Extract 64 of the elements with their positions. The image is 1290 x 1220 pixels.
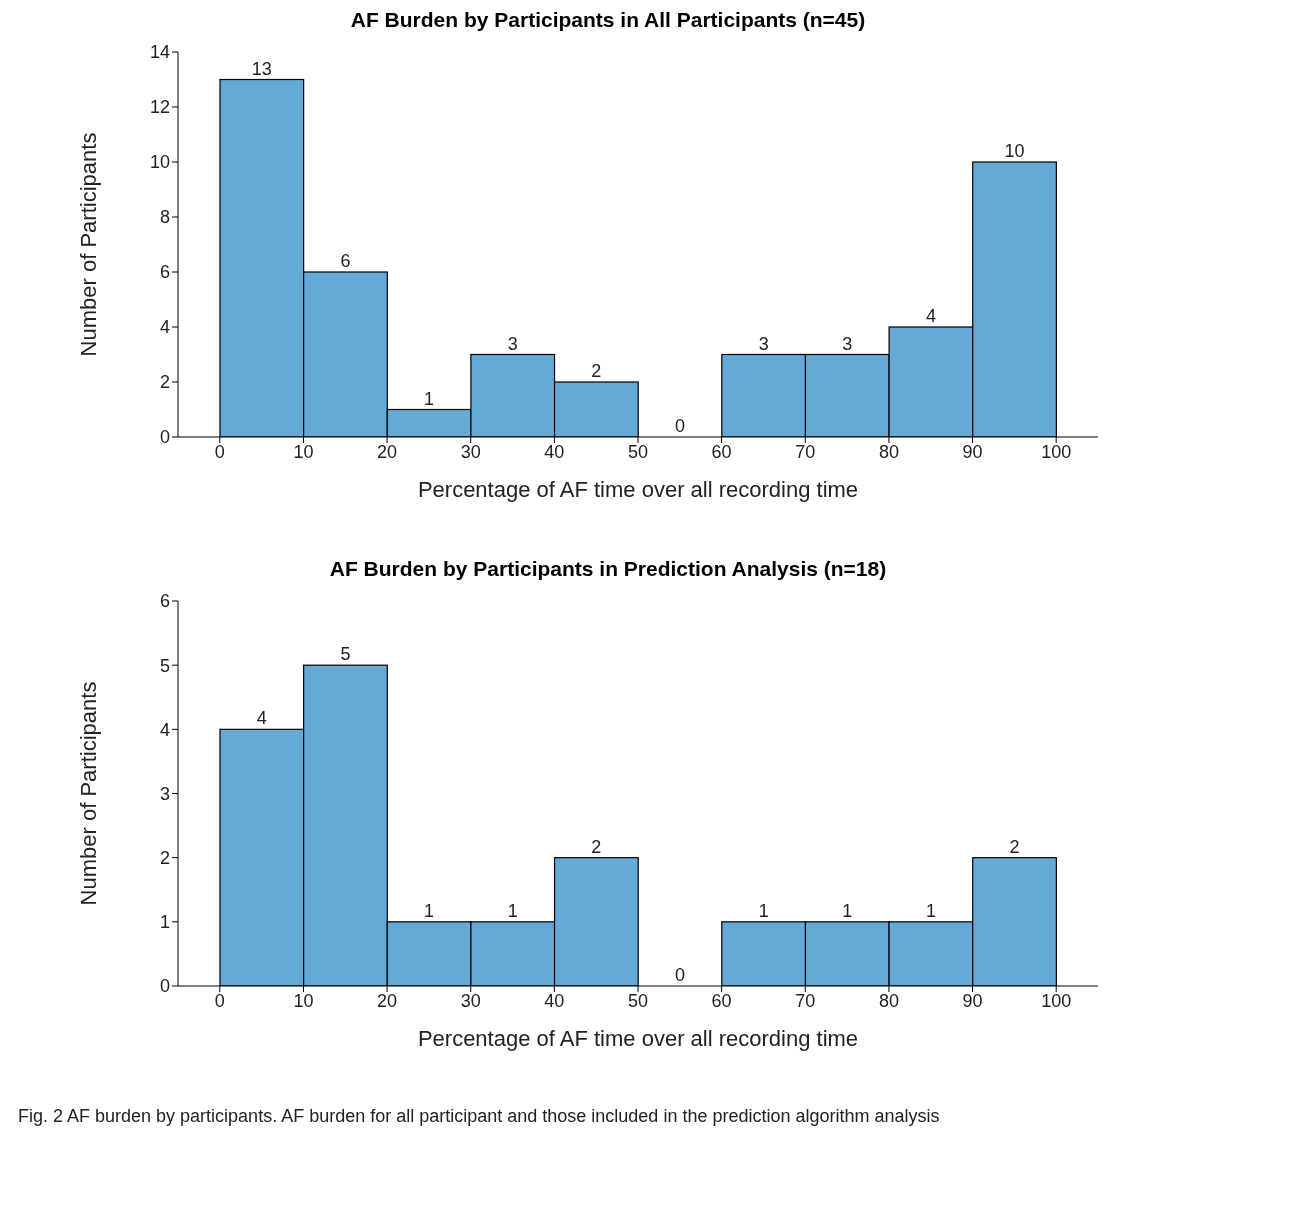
data-label: 2 [591, 361, 602, 381]
data-label: 3 [507, 333, 518, 354]
data-label: 3 [842, 333, 853, 354]
chart-title: AF Burden by Participants in Prediction Analysis (n=18) [328, 557, 888, 581]
x-tick-label: 30 [460, 990, 481, 1011]
y-tick-label: 2 [159, 848, 170, 869]
data-label: 0 [674, 416, 686, 436]
x-axis-title: Percentage of AF time over all recording time [417, 477, 859, 502]
data-label: 2 [591, 836, 602, 857]
data-label: 5 [340, 644, 351, 665]
y-tick-label: 10 [149, 152, 170, 173]
y-tick-label: 6 [159, 262, 170, 283]
x-tick-label: 100 [1041, 441, 1072, 462]
x-tick-label: 70 [795, 990, 816, 1011]
data-label: 2 [1009, 836, 1020, 857]
y-axis-title: Number of Participants [75, 681, 101, 906]
data-label: 1 [925, 900, 936, 921]
data-label: 1 [507, 900, 518, 921]
y-tick-label: 0 [159, 976, 170, 997]
x-axis-title: Percentage of AF time over all recording time [417, 1026, 859, 1051]
x-tick-label: 0 [214, 990, 225, 1011]
data-label: 10 [1004, 141, 1025, 161]
x-tick-label: 20 [377, 990, 398, 1011]
y-tick-label: 2 [159, 372, 170, 393]
x-tick-label: 50 [627, 441, 649, 462]
y-tick-label: 6 [159, 591, 170, 612]
data-label: 13 [251, 58, 272, 79]
y-tick-label: 1 [159, 912, 170, 933]
y-tick-label: 12 [149, 97, 170, 118]
x-tick-label: 80 [878, 990, 899, 1011]
x-tick-label: 30 [460, 441, 481, 462]
data-label: 0 [674, 965, 686, 985]
data-label: 1 [424, 900, 435, 921]
x-tick-label: 80 [878, 441, 899, 462]
x-tick-label: 20 [377, 441, 398, 462]
data-label: 4 [256, 708, 267, 729]
x-tick-label: 90 [962, 441, 983, 462]
x-tick-label: 90 [962, 990, 983, 1011]
x-tick-label: 0 [214, 441, 225, 462]
caption: Fig. 2 AF burden by participants. AF burden for all participant and those included in the prediction algorithm analysis [18, 1106, 941, 1127]
y-tick-label: 5 [159, 655, 170, 676]
data-label: 1 [842, 900, 853, 921]
y-tick-label: 0 [159, 427, 170, 448]
y-tick-label: 8 [159, 207, 170, 228]
y-tick-label: 4 [159, 719, 170, 740]
x-tick-label: 100 [1041, 990, 1072, 1011]
x-tick-label: 60 [711, 441, 732, 462]
y-tick-label: 14 [149, 42, 170, 63]
data-label: 1 [424, 388, 435, 409]
x-tick-label: 50 [627, 990, 649, 1011]
data-label: 4 [925, 306, 936, 326]
data-label: 1 [758, 900, 769, 921]
y-tick-label: 4 [159, 317, 170, 338]
x-tick-label: 40 [544, 441, 565, 462]
x-tick-label: 60 [711, 990, 732, 1011]
y-axis-title: Number of Participants [75, 132, 101, 357]
x-tick-label: 10 [293, 990, 314, 1011]
y-tick-label: 3 [159, 783, 170, 804]
data-label: 6 [340, 251, 351, 271]
x-tick-label: 40 [544, 990, 565, 1011]
data-label: 3 [758, 333, 769, 354]
x-tick-label: 10 [293, 441, 314, 462]
x-tick-label: 70 [795, 441, 816, 462]
chart-title: AF Burden by Participants in All Participants (n=45) [349, 8, 867, 32]
